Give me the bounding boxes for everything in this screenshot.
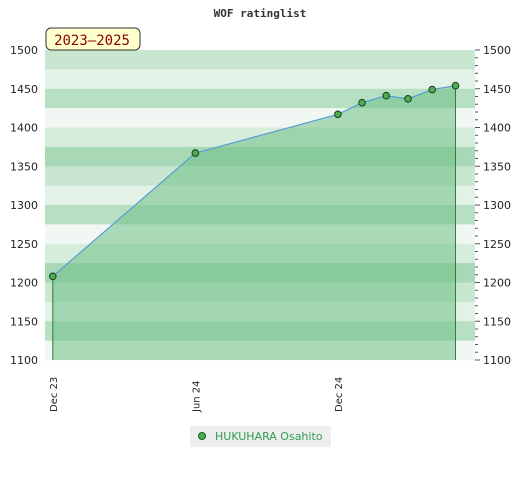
y-tick-label-right: 1350 [483, 160, 511, 173]
y-tick-label-right: 1400 [483, 122, 511, 135]
area-layer [52, 85, 457, 361]
chart-title: WOF ratinglist [214, 7, 307, 20]
legend[interactable]: HUKUHARA Osahito [190, 426, 331, 447]
data-point [48, 272, 57, 281]
data-point [382, 91, 390, 100]
x-tick-group: Dec 23 [49, 377, 60, 412]
y-tick-label-right: 1500 [483, 44, 511, 57]
y-tick-label-left: 1100 [10, 354, 38, 367]
y-tick-label-left: 1300 [10, 199, 38, 212]
x-tick-label: Jun 24 [191, 380, 202, 413]
y-tick-label-right: 1150 [483, 315, 511, 328]
series-line [52, 85, 456, 277]
series-area [52, 85, 456, 361]
data-point [334, 110, 342, 119]
y-tick-label-right: 1100 [483, 354, 511, 367]
y-tick-label-left: 1350 [10, 160, 38, 173]
x-tick-label: Dec 24 [334, 377, 345, 412]
y-tick-label-left: 1200 [10, 277, 38, 290]
y-axis-left: 1100 1150 1200 1250 1300 1350 1400 1450 1500 [10, 44, 38, 367]
background-band [45, 69, 475, 90]
data-point [404, 95, 412, 103]
legend-box [190, 426, 331, 447]
data-points [48, 81, 460, 281]
period-label: 2023–2025 [54, 33, 130, 49]
data-point [451, 81, 460, 90]
x-tick-group: Jun 24 [191, 380, 202, 413]
x-tick-label: Dec 23 [49, 377, 60, 412]
y-tick-label-left: 1450 [10, 83, 38, 96]
period-badge: 2023–2025 [45, 27, 141, 51]
y-tick-label-left: 1400 [10, 122, 38, 135]
background-band [45, 50, 475, 70]
period-badge-box [45, 27, 141, 51]
y-tick-label-right: 1250 [483, 238, 511, 251]
y-tick-label-right: 1200 [483, 277, 511, 290]
legend-label: HUKUHARA Osahito [215, 430, 323, 443]
data-point [428, 85, 436, 94]
y-tick-label-left: 1150 [10, 315, 38, 328]
x-tick-group: Dec 24 [334, 377, 345, 412]
y-tick-label-left: 1250 [10, 238, 38, 251]
y-tick-label-right: 1300 [483, 199, 511, 212]
y-tick-label-right: 1450 [483, 83, 511, 96]
y-tick-label-left: 1500 [10, 44, 38, 57]
legend-marker [198, 432, 206, 440]
data-point [358, 98, 366, 107]
y-axis-right: 1100 1150 1200 1250 1300 1350 1400 1450 1500 [475, 44, 511, 367]
data-point [191, 149, 200, 157]
x-axis: Dec 23 Jun 24 Dec 24 [49, 377, 345, 413]
